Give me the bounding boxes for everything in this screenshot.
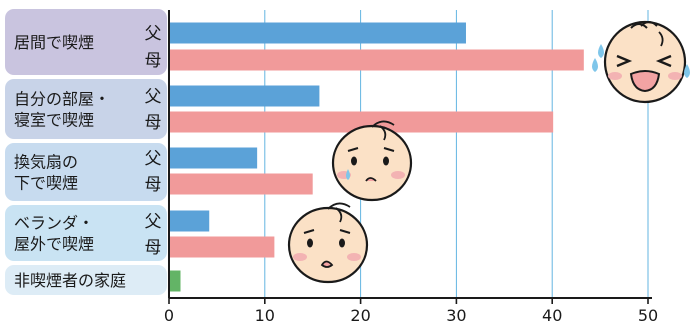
category-label: 屋外で喫煙 <box>14 235 94 254</box>
category-label: 自分の部屋・ <box>14 90 110 109</box>
x-axis: 0 10 20 30 40 50 <box>164 10 658 325</box>
category-label: 寝室で喫煙 <box>14 111 94 130</box>
series-label: 母 <box>145 113 162 133</box>
series-label: 父 <box>145 212 162 232</box>
bar-mother <box>169 111 554 133</box>
category-label: ベランダ・ <box>14 214 94 233</box>
category-label: 非喫煙者の家庭 <box>14 271 126 290</box>
category-label: 換気扇の <box>14 153 78 172</box>
bar-non_smoker <box>169 270 181 292</box>
x-tick-label: 50 <box>638 306 658 325</box>
bar-mother <box>169 173 313 195</box>
series-label: 母 <box>145 51 162 71</box>
category-label: 下で喫煙 <box>14 174 78 193</box>
sad-baby-face-icon <box>331 120 413 202</box>
x-tick-label: 40 <box>542 306 562 325</box>
category-panel <box>5 265 167 295</box>
series-label: 母 <box>145 175 162 195</box>
bar-father <box>169 147 258 169</box>
series-label: 母 <box>145 238 162 258</box>
x-tick-label: 0 <box>164 306 174 325</box>
category-panel <box>5 9 167 75</box>
bar-father <box>169 210 210 232</box>
bar-mother <box>169 49 584 71</box>
bar-mother <box>169 236 275 258</box>
bar-father <box>169 22 466 44</box>
category-panels <box>5 9 167 295</box>
x-tick-label: 10 <box>255 306 275 325</box>
crying-baby-face-icon <box>592 20 690 104</box>
category-labels: 父母居間で喫煙父母自分の部屋・寝室で喫煙父母換気扇の下で喫煙父母ベランダ・屋外で… <box>14 24 162 290</box>
x-tick-label: 30 <box>446 306 466 325</box>
category-panel <box>5 205 167 261</box>
category-panel <box>5 79 167 139</box>
category-label: 居間で喫煙 <box>14 33 94 52</box>
x-tick-label: 20 <box>350 306 370 325</box>
sad-baby-face-icon <box>287 202 369 284</box>
bars <box>169 22 584 292</box>
category-panel <box>5 143 167 201</box>
series-label: 父 <box>145 87 162 107</box>
series-label: 父 <box>145 24 162 44</box>
series-label: 父 <box>145 149 162 169</box>
bar-father <box>169 85 320 107</box>
